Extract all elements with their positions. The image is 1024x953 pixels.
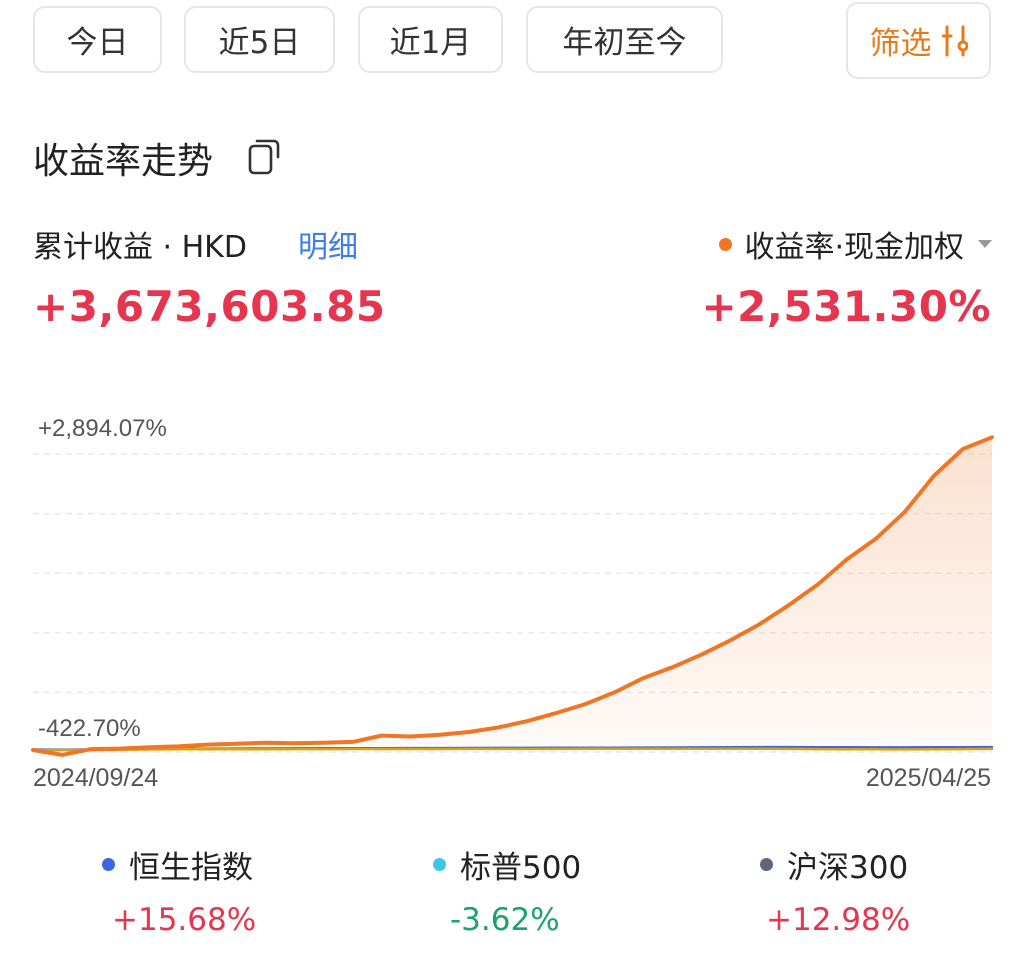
- tab-today[interactable]: 今日: [33, 6, 162, 73]
- detail-link[interactable]: 明细: [298, 230, 358, 265]
- benchmark-name: 恒生指数: [129, 850, 253, 886]
- benchmark-name: 标普500: [460, 850, 582, 886]
- benchmark-name: 沪深300: [787, 850, 909, 886]
- tab-ytd[interactable]: 年初至今: [526, 6, 723, 73]
- return-trend-chart[interactable]: +2,894.07% -422.70% 2024/09/24 2025/04/2…: [0, 400, 1024, 800]
- sliders-icon: [941, 25, 968, 56]
- hsi-dot-icon: [102, 858, 115, 871]
- sp500-dot-icon: [433, 858, 446, 871]
- benchmark-sp500-value: -3.62%: [450, 902, 560, 938]
- benchmark-hsi: 恒生指数: [102, 842, 253, 887]
- benchmark-hsi-value: +15.68%: [112, 902, 257, 938]
- filter-label: 筛选: [869, 26, 932, 62]
- series-line-csi300: [31, 747, 994, 752]
- csi300-dot-icon: [760, 858, 773, 871]
- tab-5-days[interactable]: 近5日: [184, 6, 335, 73]
- filter-button[interactable]: 筛选: [846, 2, 991, 79]
- y-min-label: -422.70%: [38, 715, 141, 742]
- benchmark-csi300-value: +12.98%: [766, 902, 911, 938]
- return-rate-selector[interactable]: 收益率·现金加权: [719, 222, 992, 266]
- copy-icon[interactable]: [246, 137, 284, 177]
- series-dot-icon: [719, 237, 733, 251]
- return-area-fill: [33, 437, 992, 755]
- y-max-label: +2,894.07%: [38, 415, 167, 442]
- tab-1-month[interactable]: 近1月: [358, 6, 503, 73]
- return-rate-value: +2,531.30%: [701, 282, 991, 331]
- section-title: 收益率走势: [33, 141, 214, 182]
- benchmark-csi300: 沪深300: [760, 842, 908, 887]
- benchmark-sp500: 标普500: [433, 842, 581, 887]
- cumulative-return-label: 累计收益 · HKD: [33, 230, 247, 265]
- x-start-label: 2024/09/24: [33, 764, 158, 792]
- caret-down-icon: [978, 240, 992, 248]
- cumulative-return-value: +3,673,603.85: [33, 282, 386, 331]
- x-end-label: 2025/04/25: [866, 764, 991, 792]
- series-line-return-rate: [31, 435, 994, 757]
- return-rate-label: 收益率·现金加权: [744, 230, 964, 265]
